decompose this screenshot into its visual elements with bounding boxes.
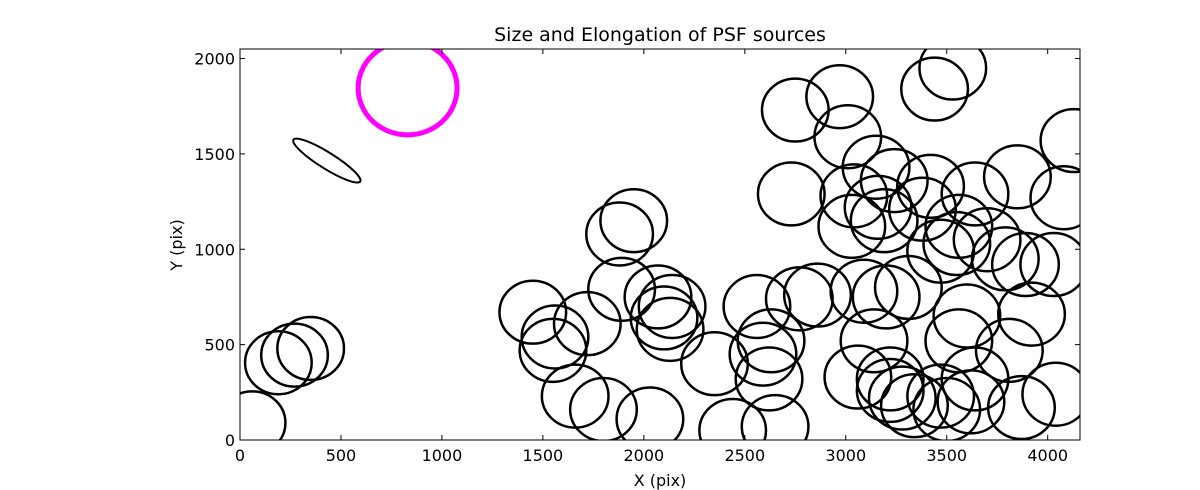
- psf-source-55: [924, 308, 994, 374]
- psf-source-45: [879, 372, 949, 439]
- psf-source-68: [1021, 361, 1080, 427]
- y-tick-label-1500: 1500: [194, 145, 235, 164]
- x-tick-label-4000: 4000: [1027, 446, 1068, 465]
- y-tick-label-1000: 1000: [194, 240, 235, 259]
- psf-source-23: [734, 346, 804, 412]
- psf-source-9: [568, 376, 639, 440]
- x-axis: 0 500 1000 1500 2000 2500 3000 3500 4000: [235, 49, 1068, 465]
- psf-source-66: [996, 281, 1067, 347]
- psf-source-21: [728, 321, 798, 387]
- psf-source-62: [974, 317, 1044, 384]
- psf-source-70: [1039, 107, 1080, 174]
- x-tick-label-500: 500: [326, 446, 357, 465]
- psf-source-12: [599, 187, 669, 254]
- psf-source-17: [635, 296, 705, 363]
- psf-source-13: [615, 386, 685, 440]
- psf-source-56: [932, 283, 1002, 349]
- psf-source-34: [829, 258, 899, 324]
- psf-source-25: [756, 161, 826, 227]
- psf-source-42: [855, 357, 925, 424]
- x-axis-label: X (pix): [634, 471, 687, 490]
- plot-frame: [239, 48, 1081, 441]
- psf-source-15: [629, 285, 699, 351]
- psf-source-60: [952, 207, 1022, 273]
- psf-source-14: [623, 264, 693, 330]
- psf-source-32: [817, 193, 887, 260]
- psf-source-38: [849, 187, 919, 254]
- psf-source-65: [990, 231, 1061, 298]
- psf-source-28: [782, 262, 853, 328]
- psf-source-6: [518, 317, 588, 384]
- psf-source-53: [922, 210, 992, 277]
- plot-area: [240, 49, 1080, 440]
- y-tick-label-0: 0: [225, 431, 235, 450]
- psf-source-64: [986, 374, 1056, 440]
- psf-source-59: [940, 161, 1010, 227]
- psf-source-69: [1029, 165, 1080, 231]
- chart-title: Size and Elongation of PSF sources: [494, 24, 826, 46]
- psf-source-63: [982, 144, 1052, 210]
- x-tick-label-2500: 2500: [724, 446, 765, 465]
- x-tick-label-1500: 1500: [523, 446, 564, 465]
- psf-source-29: [805, 63, 875, 130]
- x-tick-label-0: 0: [235, 446, 245, 465]
- psf-source-24: [740, 393, 810, 440]
- elongated-source-0: [292, 137, 362, 184]
- psf-source-48: [900, 56, 970, 122]
- y-tick-label-500: 500: [204, 336, 235, 355]
- psf-source-33: [823, 344, 893, 410]
- psf-source-49: [906, 363, 976, 429]
- psf-source-41: [859, 147, 929, 214]
- psf-source-36: [841, 134, 911, 200]
- psf-source-47: [896, 153, 966, 220]
- x-tick-label-1000: 1000: [422, 446, 463, 465]
- y-tick-label-2000: 2000: [194, 50, 235, 69]
- psf-source-43: [867, 365, 937, 431]
- psf-source-11: [585, 201, 655, 267]
- psf-source-4: [498, 279, 568, 345]
- psf-source-16: [637, 273, 707, 340]
- x-tick-label-2000: 2000: [623, 446, 664, 465]
- psf-source-67: [1019, 231, 1080, 298]
- x-tick-label-3500: 3500: [926, 446, 967, 465]
- psf-source-10: [587, 256, 657, 323]
- psf-source-40: [855, 346, 925, 412]
- psf-source-0: [240, 390, 287, 440]
- x-tick-label-3000: 3000: [825, 446, 866, 465]
- psf-source-19: [698, 397, 768, 440]
- psf-source-20: [722, 273, 792, 340]
- psf-source-61: [970, 226, 1040, 292]
- y-axis: 0 500 1000 1500 2000: [194, 50, 1080, 450]
- psf-source-57: [936, 369, 1006, 435]
- y-axis-label: Y (pix): [167, 219, 186, 271]
- psf-source-26: [760, 77, 830, 143]
- psf-source-35: [839, 308, 909, 374]
- psf-source-3: [276, 315, 346, 382]
- psf-source-2: [259, 322, 330, 388]
- psf-source-52: [918, 49, 988, 101]
- reference-psf-circle: [355, 49, 460, 138]
- psf-source-1: [243, 330, 313, 396]
- psf-source-22: [736, 308, 806, 374]
